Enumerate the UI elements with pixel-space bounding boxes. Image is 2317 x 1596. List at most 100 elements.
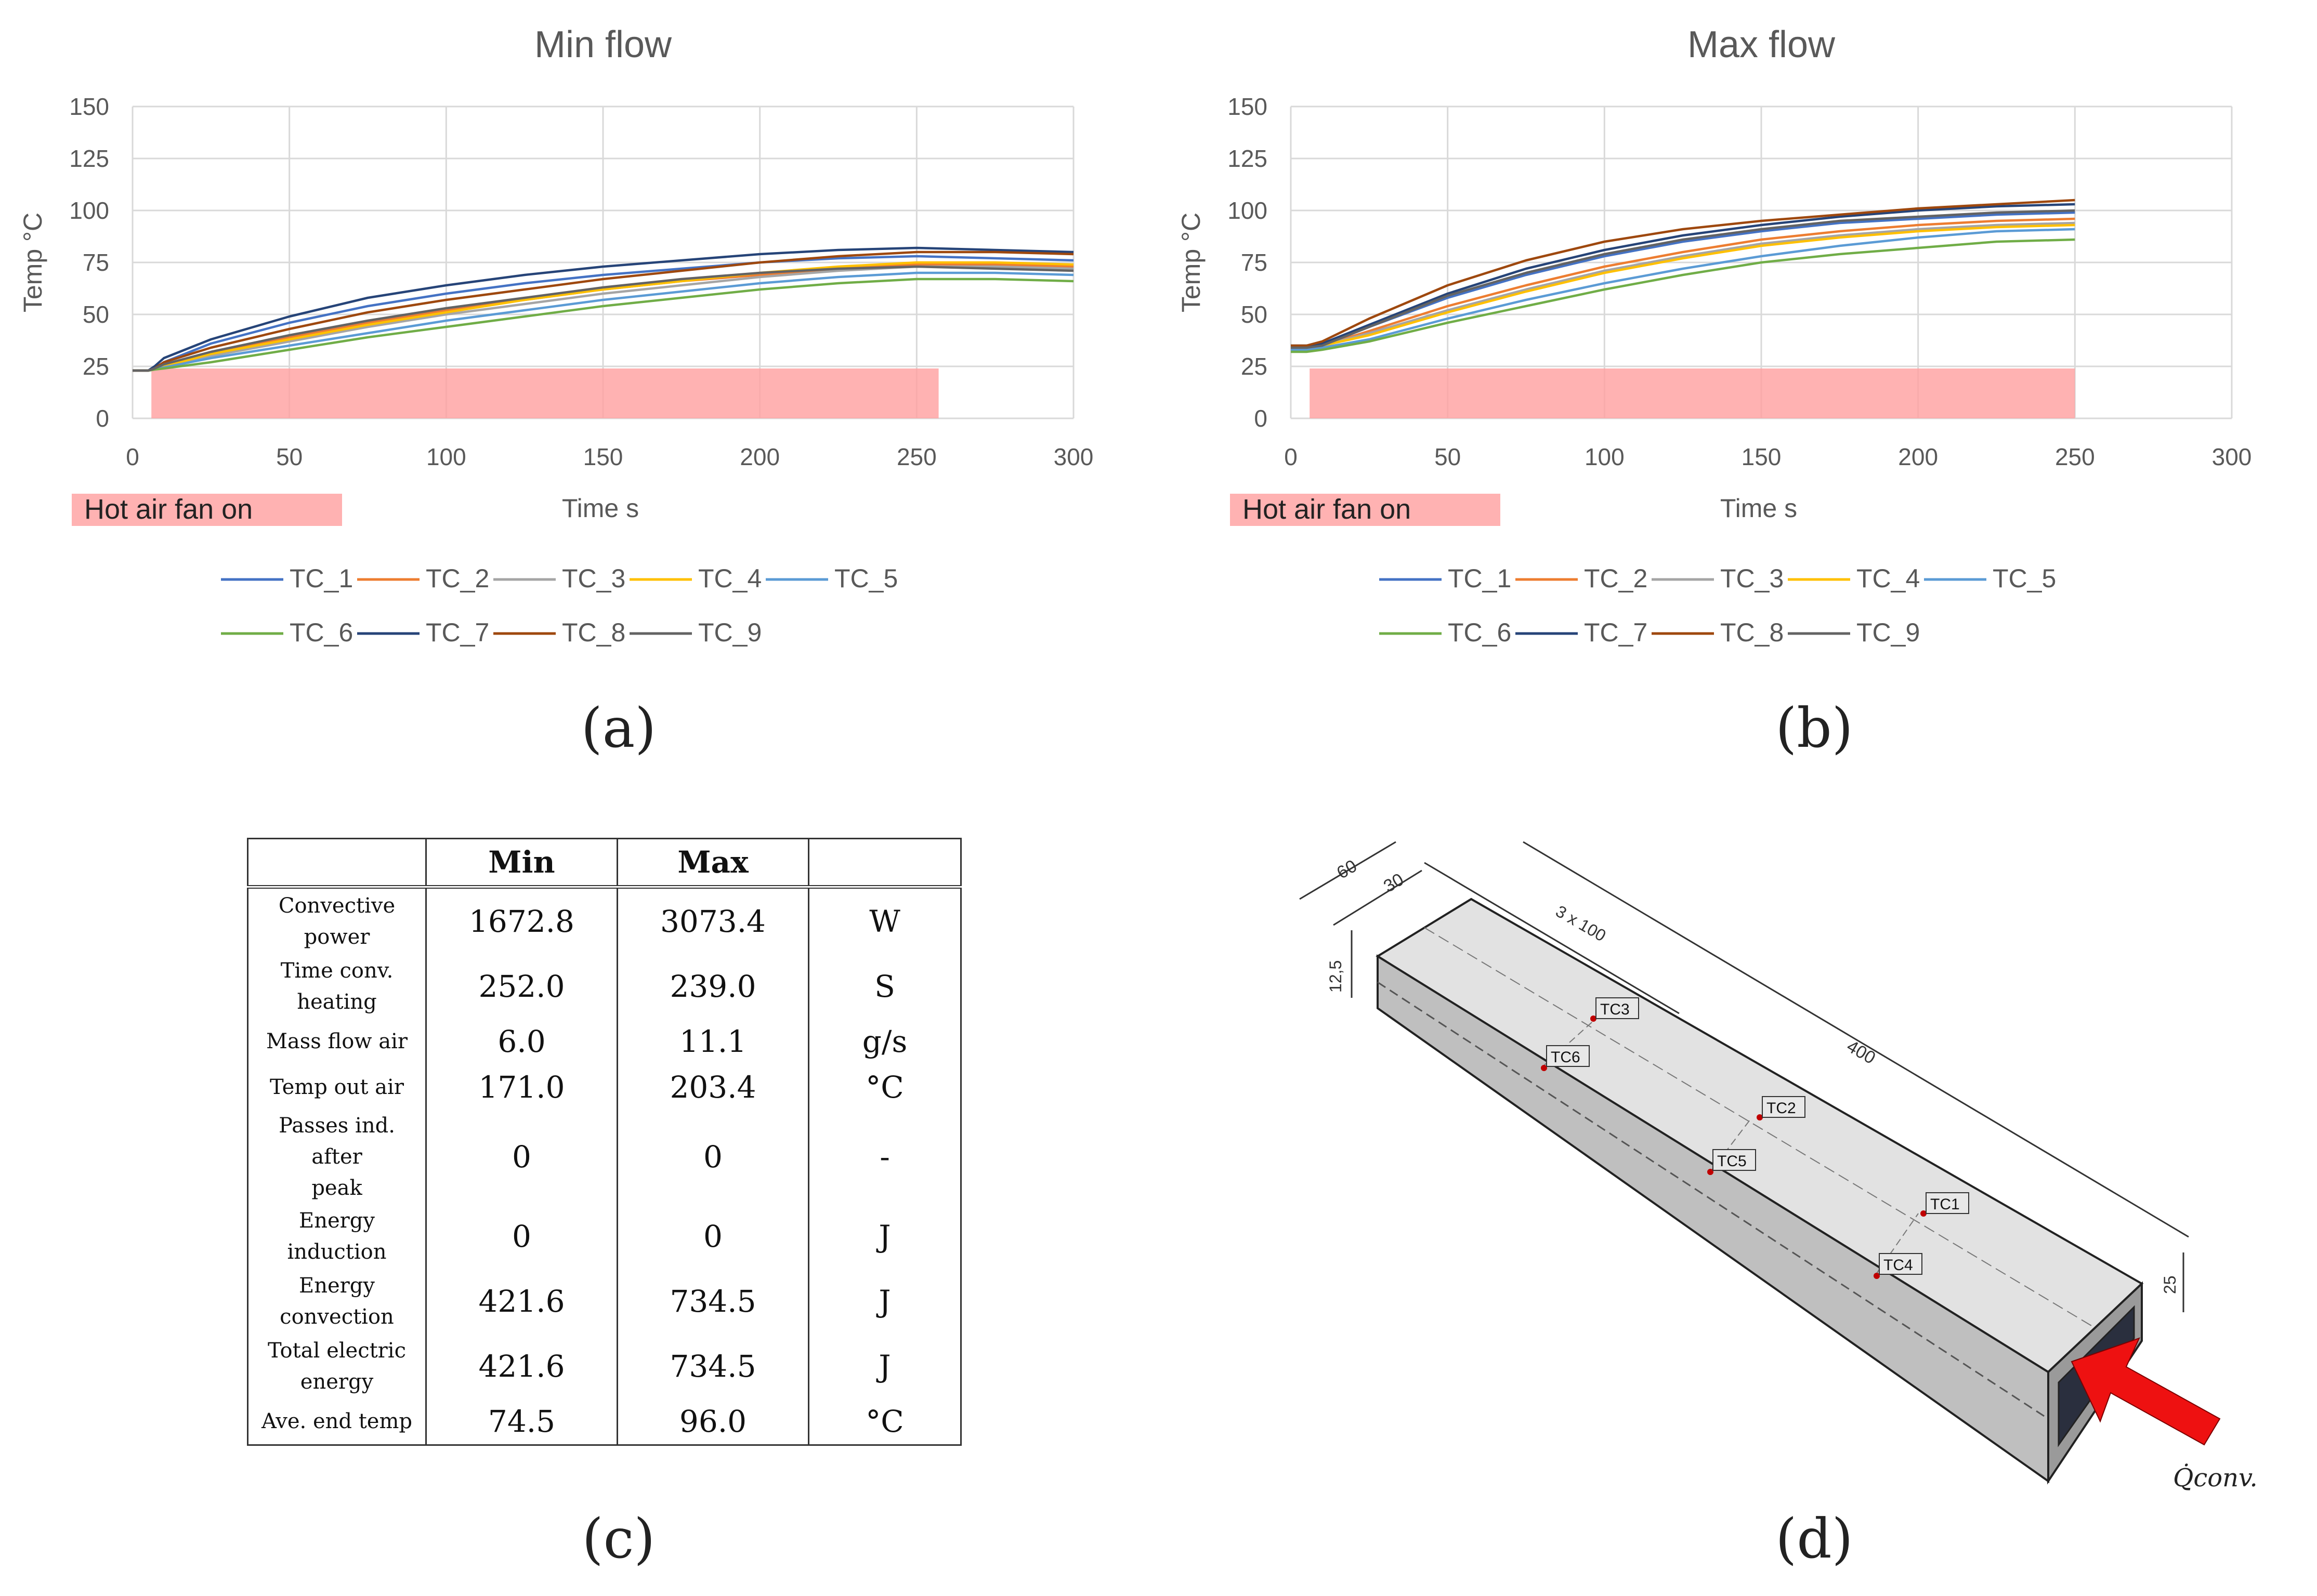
series-line-tc_9 bbox=[133, 265, 1074, 372]
x-tick-label: 0 bbox=[1284, 443, 1298, 470]
dim-line bbox=[1523, 841, 2189, 1238]
row-unit: °C bbox=[808, 1399, 962, 1446]
tc-label-box bbox=[1762, 1096, 1805, 1118]
panel-label-b: (b) bbox=[1775, 696, 1853, 760]
table-row: Mass flow air 6.0 11.1 g/s bbox=[247, 1019, 962, 1064]
fan-legend-swatch bbox=[72, 494, 342, 526]
channel-hidden-line bbox=[1377, 981, 2049, 1420]
row-unit: g/s bbox=[808, 1019, 962, 1064]
beam-diagram: 60 30 3 x 100 400 12,5 25 TC3 TC6 TC2 TC… bbox=[1299, 841, 2258, 1493]
row-label-line: Passes ind. after bbox=[279, 1114, 395, 1169]
tc-point bbox=[1590, 1015, 1596, 1022]
y-tick-label: 100 bbox=[69, 197, 109, 224]
x-axis-label: Time s bbox=[562, 494, 639, 523]
legend-label: TC_9 bbox=[1856, 618, 1920, 647]
thermocouple-tc1: TC1 bbox=[1920, 1192, 1969, 1217]
row-max: 239.0 bbox=[617, 954, 809, 1019]
row-unit: J bbox=[808, 1269, 962, 1334]
table-row: Passes ind. after peak 0 0 - bbox=[247, 1110, 962, 1204]
table-row: Temp out air 171.0 203.4 °C bbox=[247, 1064, 962, 1110]
table-row: Total electric energy 421.6 734.5 J bbox=[247, 1334, 962, 1399]
tc-label: TC5 bbox=[1717, 1153, 1747, 1170]
row-unit: S bbox=[808, 954, 962, 1019]
table-header-blank bbox=[247, 838, 427, 889]
row-label-line: Time conv. bbox=[280, 958, 394, 983]
x-tick-label: 250 bbox=[2055, 443, 2095, 470]
thermocouple-tc5: TC5 bbox=[1707, 1149, 1756, 1175]
x-tick-label: 150 bbox=[583, 443, 623, 470]
x-tick-label: 300 bbox=[1054, 443, 1094, 470]
fan-legend-swatch bbox=[1230, 494, 1500, 526]
row-label-line: induction bbox=[287, 1239, 387, 1264]
dim-60: 60 bbox=[1333, 856, 1360, 883]
x-tick-label: 300 bbox=[2212, 443, 2252, 470]
tc-label: TC1 bbox=[1930, 1196, 1960, 1213]
y-tick-label: 0 bbox=[96, 405, 109, 432]
chart-max-flow: Max flow 0 25 50 75 100 125 150 0 50 100 150 200 250 3… bbox=[1176, 24, 2252, 647]
row-label: Convective power bbox=[247, 887, 427, 954]
row-min: 421.6 bbox=[425, 1269, 618, 1334]
tc-point bbox=[1757, 1114, 1763, 1120]
x-axis-label: Time s bbox=[1720, 494, 1797, 523]
tc-label: TC4 bbox=[1883, 1257, 1913, 1274]
y-tick-label: 75 bbox=[1241, 249, 1267, 276]
series-line-tc_6 bbox=[1291, 238, 2075, 353]
row-label-line: peak bbox=[311, 1176, 362, 1200]
x-tick-label: 50 bbox=[276, 443, 303, 470]
legend-label: TC_7 bbox=[426, 618, 489, 647]
y-tick-label: 150 bbox=[69, 93, 109, 120]
legend-label: TC_3 bbox=[562, 564, 625, 593]
row-label-line: convection bbox=[280, 1304, 394, 1329]
convection-arrow bbox=[2071, 1337, 2221, 1446]
series-line-tc_8 bbox=[1291, 199, 2075, 347]
row-unit: W bbox=[808, 887, 962, 954]
row-label: Ave. end temp bbox=[247, 1399, 427, 1446]
y-tick-label: 25 bbox=[1241, 353, 1267, 380]
row-label: Energy convection bbox=[247, 1269, 427, 1334]
tc-label-box bbox=[1712, 1149, 1756, 1171]
row-max: 0 bbox=[617, 1204, 809, 1269]
thermocouple-tc2: TC2 bbox=[1757, 1096, 1805, 1120]
tc-label-box bbox=[1546, 1045, 1590, 1067]
x-tick-label: 50 bbox=[1434, 443, 1461, 470]
row-unit: - bbox=[808, 1110, 962, 1204]
tc-label: TC2 bbox=[1766, 1100, 1796, 1117]
legend-label: TC_2 bbox=[1584, 564, 1647, 593]
y-tick-label: 100 bbox=[1227, 197, 1267, 224]
thermocouple-tc4: TC4 bbox=[1874, 1253, 1922, 1279]
thermocouple-tc3: TC3 bbox=[1590, 997, 1639, 1022]
y-axis-label: Temp °C bbox=[18, 213, 47, 312]
dim-25: 25 bbox=[2161, 1275, 2179, 1294]
chart-title: Min flow bbox=[534, 24, 672, 65]
x-tick-label: 100 bbox=[1585, 443, 1625, 470]
q-conv-label: Q̇conv. bbox=[2173, 1462, 2258, 1493]
fan-on-region bbox=[151, 368, 939, 418]
row-unit: J bbox=[808, 1334, 962, 1399]
row-label-line: Convective bbox=[278, 893, 396, 918]
panel-label-c: (c) bbox=[582, 1507, 656, 1571]
summary-table: Min Max Convective power 1672.8 3073.4 W … bbox=[247, 838, 962, 1446]
y-tick-label: 150 bbox=[1227, 93, 1267, 120]
series-line-tc_9 bbox=[1291, 209, 2075, 349]
beam-top-face bbox=[1376, 898, 2144, 1374]
row-unit: J bbox=[808, 1204, 962, 1269]
fan-on-region bbox=[1310, 368, 2075, 418]
x-tick-label: 200 bbox=[740, 443, 780, 470]
x-tick-label: 100 bbox=[426, 443, 466, 470]
table-row: Ave. end temp 74.5 96.0 °C bbox=[247, 1399, 962, 1446]
row-min: 74.5 bbox=[425, 1399, 618, 1446]
dim-30: 30 bbox=[1380, 869, 1407, 896]
series-line-tc_7 bbox=[133, 246, 1074, 372]
tc-label-box bbox=[1879, 1253, 1922, 1275]
legend-label: TC_5 bbox=[834, 564, 898, 593]
y-tick-label: 125 bbox=[1227, 145, 1267, 172]
row-label-line: Energy bbox=[299, 1273, 375, 1298]
tc-point bbox=[1707, 1169, 1713, 1175]
tc-point bbox=[1920, 1210, 1927, 1217]
row-min: 252.0 bbox=[425, 954, 618, 1019]
row-max: 0 bbox=[617, 1110, 809, 1204]
dim-400: 400 bbox=[1843, 1036, 1879, 1068]
chart-min-flow: Min flow 0 25 50 75 100 125 150 0 50 100 150 200 250 3… bbox=[18, 24, 1094, 647]
panel-label-d: (d) bbox=[1775, 1507, 1853, 1571]
tc-label: TC6 bbox=[1551, 1049, 1580, 1066]
